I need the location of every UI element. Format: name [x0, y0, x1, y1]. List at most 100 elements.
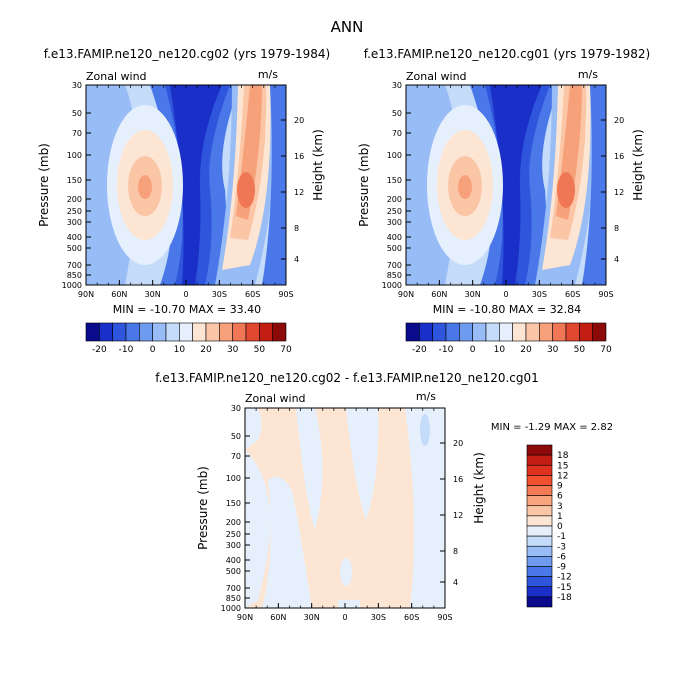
x-tick-label: 90N: [237, 613, 253, 622]
colorbar-label: 0: [470, 345, 476, 355]
panel-3-label-left: Zonal wind: [245, 392, 306, 405]
colorbar-swatch: [512, 322, 527, 342]
colorbar-swatch: [526, 576, 553, 588]
colorbar-label: 18: [557, 451, 569, 461]
panel-3-units: m/s: [416, 390, 436, 403]
colorbar-label: 15: [557, 461, 568, 471]
y-tick-label: 1000: [62, 281, 82, 290]
y-tick-label: 150: [67, 176, 82, 185]
y-tick-label: 200: [387, 195, 402, 204]
colorbar-swatch: [139, 322, 153, 342]
colorbar-swatch: [526, 596, 553, 608]
x-tick-label: 90S: [598, 290, 613, 299]
x-tick-label: 60N: [111, 290, 127, 299]
x-tick-label: 60S: [404, 613, 419, 622]
x-tick-label: 30N: [145, 290, 161, 299]
colorbar-label: -15: [557, 583, 572, 593]
colorbar-label: 1: [557, 512, 563, 522]
y-tick-label: 500: [387, 244, 402, 253]
colorbar-label: -12: [557, 573, 572, 583]
x-tick-label: 90N: [78, 290, 94, 299]
colorbar-label: 70: [600, 345, 612, 355]
colorbar-swatch: [526, 454, 553, 466]
colorbar-label: -3: [557, 542, 566, 552]
figure-title: ANN: [331, 18, 364, 36]
x-tick-label: 0: [183, 290, 188, 299]
y-tick-label: 250: [387, 207, 402, 216]
x-tick-label: 0: [503, 290, 508, 299]
panel-1-units: m/s: [258, 68, 278, 81]
colorbar-label: 3: [557, 502, 563, 512]
colorbar-label: 10: [494, 345, 506, 355]
y-tick-label: 500: [226, 567, 241, 576]
panel-1-stats: MIN = -10.70 MAX = 33.40: [113, 303, 261, 316]
colorbar-swatch: [526, 525, 553, 537]
panel-2-title: f.e13.FAMIP.ne120_ne120.cg01 (yrs 1979-1…: [364, 47, 651, 61]
panel-1-label-left: Zonal wind: [86, 70, 147, 83]
y-tick-label: 100: [226, 474, 241, 483]
y-tick-label: 700: [67, 261, 82, 270]
x-tick-label: 90N: [398, 290, 414, 299]
y-tick-label: 100: [67, 151, 82, 160]
y-tick-label: 300: [387, 218, 402, 227]
y-tick-label: 150: [387, 176, 402, 185]
panel-3-ylabel-right: Height (km): [472, 452, 486, 523]
x-tick-label: 60S: [245, 290, 260, 299]
panel-2-ylabel-right: Height (km): [631, 129, 645, 200]
x-tick-label: 0: [342, 613, 347, 622]
colorbar-swatch: [445, 322, 460, 342]
colorbar-label: 12: [557, 471, 568, 481]
height-tick-label: 8: [294, 224, 299, 233]
y-tick-label: 850: [226, 594, 241, 603]
colorbar-swatch: [579, 322, 593, 342]
y-tick-label: 150: [226, 499, 241, 508]
colorbar-swatch: [526, 485, 553, 496]
y-tick-label: 400: [67, 233, 82, 242]
height-tick-label: 20: [453, 439, 463, 448]
colorbar-label: -9: [557, 563, 566, 573]
colorbar-swatch: [205, 322, 220, 342]
colorbar-label: -6: [557, 552, 566, 562]
colorbar-swatch: [526, 586, 553, 598]
x-tick-label: 30S: [371, 613, 386, 622]
colorbar-label: -10: [439, 345, 454, 355]
colorbar-label: 0: [150, 345, 156, 355]
height-tick-label: 12: [614, 188, 624, 197]
height-tick-label: 8: [614, 224, 619, 233]
colorbar-swatch: [526, 464, 553, 476]
y-tick-label: 50: [392, 109, 402, 118]
colorbar-swatch: [472, 322, 487, 342]
colorbar-label: 20: [520, 345, 532, 355]
x-tick-label: 60N: [431, 290, 447, 299]
y-tick-label: 1000: [221, 604, 241, 613]
x-tick-label: 90S: [278, 290, 293, 299]
panel-2-colorbar: -20 -10 0 10 20 30 50 70: [405, 322, 612, 355]
colorbar-swatch: [99, 322, 113, 342]
y-tick-label: 300: [226, 541, 241, 550]
y-tick-label: 70: [392, 129, 402, 138]
x-tick-label: 30N: [465, 290, 481, 299]
colorbar-label: -10: [119, 345, 134, 355]
height-tick-label: 4: [294, 255, 299, 264]
colorbar-label: -20: [92, 345, 107, 355]
colorbar-swatch: [526, 505, 553, 517]
colorbar-label: 20: [200, 345, 212, 355]
y-tick-label: 30: [392, 81, 402, 90]
y-tick-label: 200: [226, 518, 241, 527]
height-tick-label: 4: [614, 255, 619, 264]
panel-3-ylabel: Pressure (mb): [196, 466, 210, 550]
colorbar-swatch: [245, 322, 260, 342]
colorbar-swatch: [525, 322, 540, 342]
colorbar-swatch: [459, 322, 473, 342]
panel-1-colorbar: -20 -10 0 10 20 30 50 70: [85, 322, 292, 355]
y-tick-label: 100: [387, 151, 402, 160]
height-tick-label: 16: [294, 152, 304, 161]
colorbar-swatch: [552, 322, 567, 342]
colorbar-swatch: [526, 566, 553, 577]
height-tick-label: 12: [294, 188, 304, 197]
y-tick-label: 30: [72, 81, 82, 90]
colorbar-swatch: [499, 322, 513, 342]
y-tick-label: 1000: [382, 281, 402, 290]
